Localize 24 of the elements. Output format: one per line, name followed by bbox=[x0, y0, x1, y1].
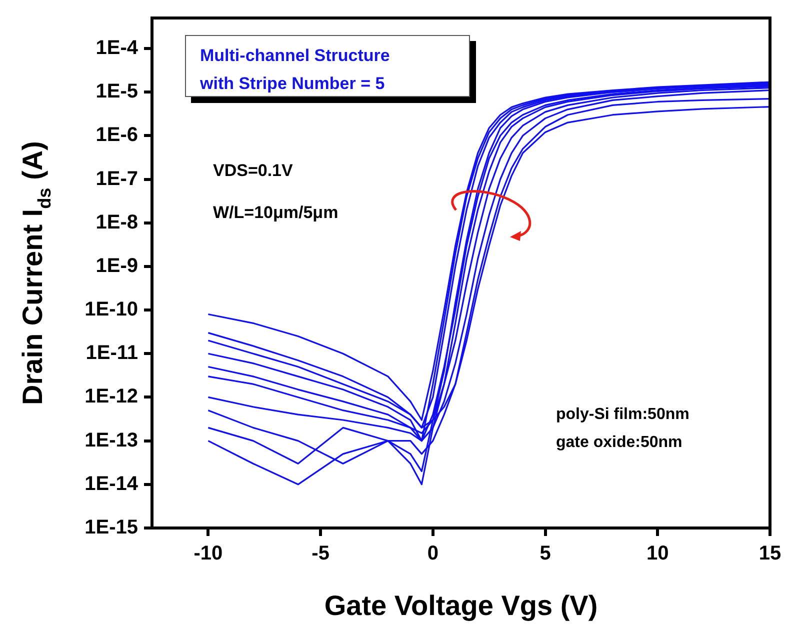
x-tick-label: 15 bbox=[758, 542, 782, 565]
x-tick-label: 5 bbox=[540, 542, 551, 565]
x-tick-label: 10 bbox=[646, 542, 669, 565]
annotation: poly-Si film:50nm bbox=[556, 406, 690, 423]
y-tick-label: 1E-15 bbox=[84, 516, 138, 539]
y-tick-label: 1E-5 bbox=[96, 80, 138, 103]
x-axis-title: Gate Voltage Vgs (V) bbox=[324, 590, 598, 621]
y-tick-label: 1E-13 bbox=[84, 429, 138, 452]
y-tick-label: 1E-9 bbox=[96, 254, 138, 277]
y-tick-label: 1E-12 bbox=[84, 386, 138, 408]
y-tick-label: 1E-4 bbox=[96, 36, 139, 59]
x-tick-label: -5 bbox=[312, 542, 330, 565]
annotation: W/L=10μm/5μm bbox=[213, 203, 338, 222]
annotation: gate oxide:50nm bbox=[556, 434, 682, 451]
y-tick-label: 1E-10 bbox=[84, 298, 138, 321]
y-tick-label: 1E-14 bbox=[84, 472, 139, 495]
y-tick-label: 1E-6 bbox=[96, 124, 138, 146]
y-tick-label: 1E-7 bbox=[96, 168, 138, 190]
annotation: VDS=0.1V bbox=[213, 161, 294, 180]
x-tick-label: 0 bbox=[427, 542, 438, 565]
x-tick-label: -10 bbox=[194, 542, 223, 565]
y-tick-label: 1E-8 bbox=[96, 211, 138, 234]
y-tick-label: 1E-11 bbox=[86, 342, 138, 364]
y-axis-title: Drain Current Ids (A) bbox=[17, 141, 54, 405]
